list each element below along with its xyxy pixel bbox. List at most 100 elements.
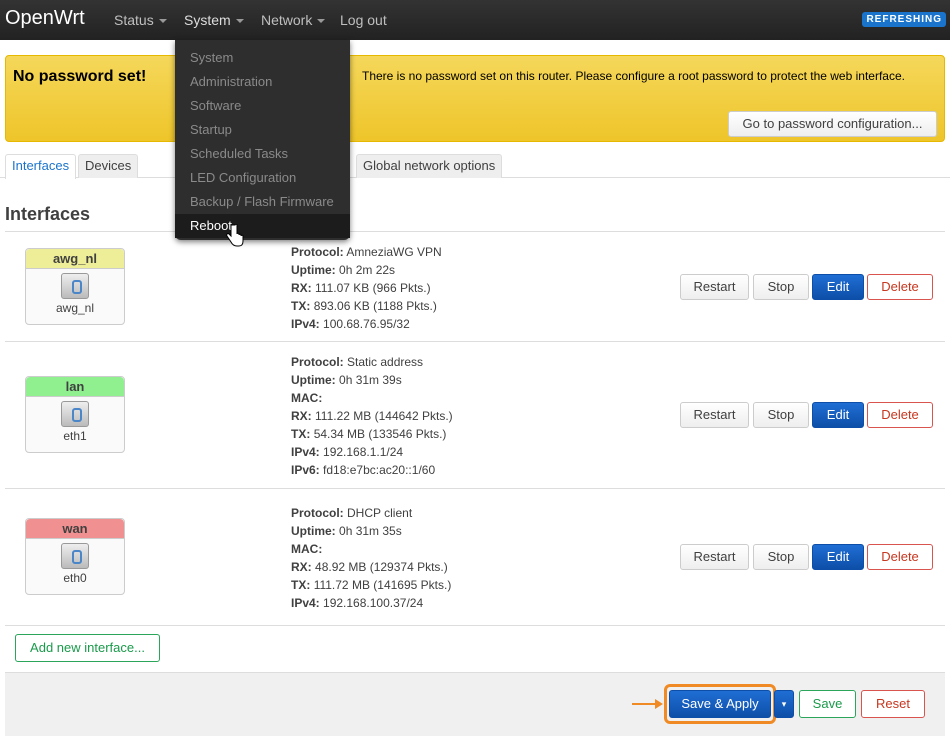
reset-button[interactable]: Reset: [861, 690, 925, 718]
detail-value: AmneziaWG VPN: [346, 244, 442, 259]
nav-logout[interactable]: Log out: [340, 12, 387, 28]
menu-item-system[interactable]: System: [190, 50, 234, 65]
detail-line: TX: 54.34 MB (133546 Pkts.): [291, 425, 453, 443]
detail-label: MAC:: [291, 541, 323, 556]
edit-button[interactable]: Edit: [812, 543, 864, 570]
menu-item-scheduled-tasks[interactable]: Scheduled Tasks: [190, 146, 289, 161]
save-apply-dropdown[interactable]: ▾: [774, 690, 794, 718]
interface-device: awg_nl: [55, 301, 95, 315]
password-config-button[interactable]: Go to password configuration...: [728, 111, 937, 137]
detail-value: DHCP client: [347, 505, 413, 520]
stop-button[interactable]: Stop: [753, 401, 809, 428]
detail-value: 0h 31m 35s: [339, 523, 402, 538]
nav-network[interactable]: Network: [261, 12, 326, 28]
restart-button[interactable]: Restart: [680, 401, 749, 428]
detail-line: IPv4: 192.168.1.1/24: [291, 443, 453, 461]
stop-button[interactable]: Stop: [753, 543, 809, 570]
detail-label: IPv4:: [291, 316, 320, 331]
menu-item-startup[interactable]: Startup: [190, 122, 232, 137]
detail-line: Protocol: AmneziaWG VPN: [291, 243, 442, 261]
divider: [5, 341, 945, 342]
nav-network-label: Network: [261, 12, 313, 28]
tab-devices[interactable]: Devices: [78, 154, 139, 178]
menu-item-reboot[interactable]: Reboot: [175, 214, 350, 238]
detail-value: Static address: [347, 354, 424, 369]
tab-interfaces[interactable]: Interfaces: [5, 154, 77, 179]
detail-label: IPv6:: [291, 462, 320, 477]
detail-label: TX:: [291, 426, 311, 441]
detail-label: Protocol:: [291, 505, 344, 520]
detail-line: TX: 893.06 KB (1188 Pkts.): [291, 297, 442, 315]
stop-button[interactable]: Stop: [753, 273, 809, 300]
tab-bar: Interfaces Devices Global network option…: [0, 154, 950, 179]
restart-button[interactable]: Restart: [680, 543, 749, 570]
detail-line: RX: 111.22 MB (144642 Pkts.): [291, 407, 453, 425]
alert-title: No password set!: [13, 68, 147, 85]
delete-button[interactable]: Delete: [867, 273, 933, 300]
top-navbar: OpenWrt Status System Network Log out RE…: [0, 0, 950, 40]
detail-label: Protocol:: [291, 354, 344, 369]
edit-button[interactable]: Edit: [812, 401, 864, 428]
detail-line: TX: 111.72 MB (141695 Pkts.): [291, 576, 451, 594]
detail-value: 0h 31m 39s: [339, 372, 402, 387]
restart-button[interactable]: Restart: [680, 273, 749, 300]
arrow-head-icon: [655, 699, 663, 709]
delete-button[interactable]: Delete: [867, 401, 933, 428]
menu-item-software[interactable]: Software: [190, 98, 242, 113]
detail-line: Uptime: 0h 2m 22s: [291, 261, 442, 279]
detail-value: 192.168.100.37/24: [323, 595, 424, 610]
refreshing-badge[interactable]: REFRESHING: [862, 12, 946, 27]
no-password-alert: No password set! There is no password se…: [5, 55, 945, 142]
divider: [5, 231, 945, 232]
ethernet-port-icon: [61, 401, 89, 427]
detail-line: MAC:: [291, 389, 453, 407]
detail-label: RX:: [291, 408, 312, 423]
section-title: Interfaces: [5, 204, 91, 224]
detail-label: TX:: [291, 298, 311, 313]
menu-item-backup-flash-firmware[interactable]: Backup / Flash Firmware: [190, 194, 334, 209]
brand-logo[interactable]: OpenWrt: [5, 7, 85, 29]
nav-status[interactable]: Status: [114, 12, 167, 28]
ethernet-port-icon: [61, 273, 89, 299]
arrow-icon: [632, 703, 660, 705]
detail-label: MAC:: [291, 390, 323, 405]
ethernet-port-icon: [61, 543, 89, 569]
interface-badge: wan eth0: [25, 518, 125, 595]
menu-item-administration[interactable]: Administration: [190, 74, 273, 89]
detail-value: 111.07 KB (966 Pkts.): [315, 280, 431, 295]
detail-value: 111.22 MB (144642 Pkts.): [315, 408, 453, 423]
tab-global[interactable]: Global network options: [356, 154, 503, 178]
detail-line: RX: 111.07 KB (966 Pkts.): [291, 279, 442, 297]
detail-value: 100.68.76.95/32: [323, 316, 410, 331]
detail-label: IPv4:: [291, 595, 320, 610]
detail-line: Protocol: Static address: [291, 353, 453, 371]
detail-value: fd18:e7bc:ac20::1/60: [323, 462, 436, 477]
hand-cursor-icon: [226, 224, 244, 247]
interface-device: eth1: [63, 429, 87, 443]
detail-label: RX:: [291, 280, 312, 295]
detail-line: MAC:: [291, 540, 451, 558]
nav-system[interactable]: System: [184, 12, 244, 28]
detail-line: Uptime: 0h 31m 35s: [291, 522, 451, 540]
detail-value: 192.168.1.1/24: [323, 444, 404, 459]
detail-label: TX:: [291, 577, 311, 592]
nav-system-label: System: [184, 12, 231, 28]
menu-item-led-configuration[interactable]: LED Configuration: [190, 170, 297, 185]
divider: [5, 625, 945, 626]
detail-line: IPv6: fd18:e7bc:ac20::1/60: [291, 461, 453, 479]
nav-status-label: Status: [114, 12, 154, 28]
system-dropdown-menu: System Administration Software Startup Sched…: [175, 40, 350, 240]
delete-button[interactable]: Delete: [867, 543, 933, 570]
save-apply-button[interactable]: Save & Apply: [669, 690, 771, 718]
detail-value: 54.34 MB (133546 Pkts.): [313, 426, 447, 441]
detail-line: Uptime: 0h 31m 39s: [291, 371, 453, 389]
interface-badge: lan eth1: [25, 376, 125, 453]
interface-details: Protocol: Static address Uptime: 0h 31m 3…: [291, 353, 453, 479]
detail-value: 48.92 MB (129374 Pkts.): [315, 559, 448, 574]
add-interface-button[interactable]: Add new interface...: [15, 634, 160, 662]
detail-line: Protocol: DHCP client: [291, 504, 451, 522]
interface-details: Protocol: AmneziaWG VPN Uptime: 0h 2m 22s…: [291, 243, 442, 333]
divider: [5, 488, 945, 489]
save-button[interactable]: Save: [799, 690, 856, 718]
edit-button[interactable]: Edit: [812, 273, 864, 300]
